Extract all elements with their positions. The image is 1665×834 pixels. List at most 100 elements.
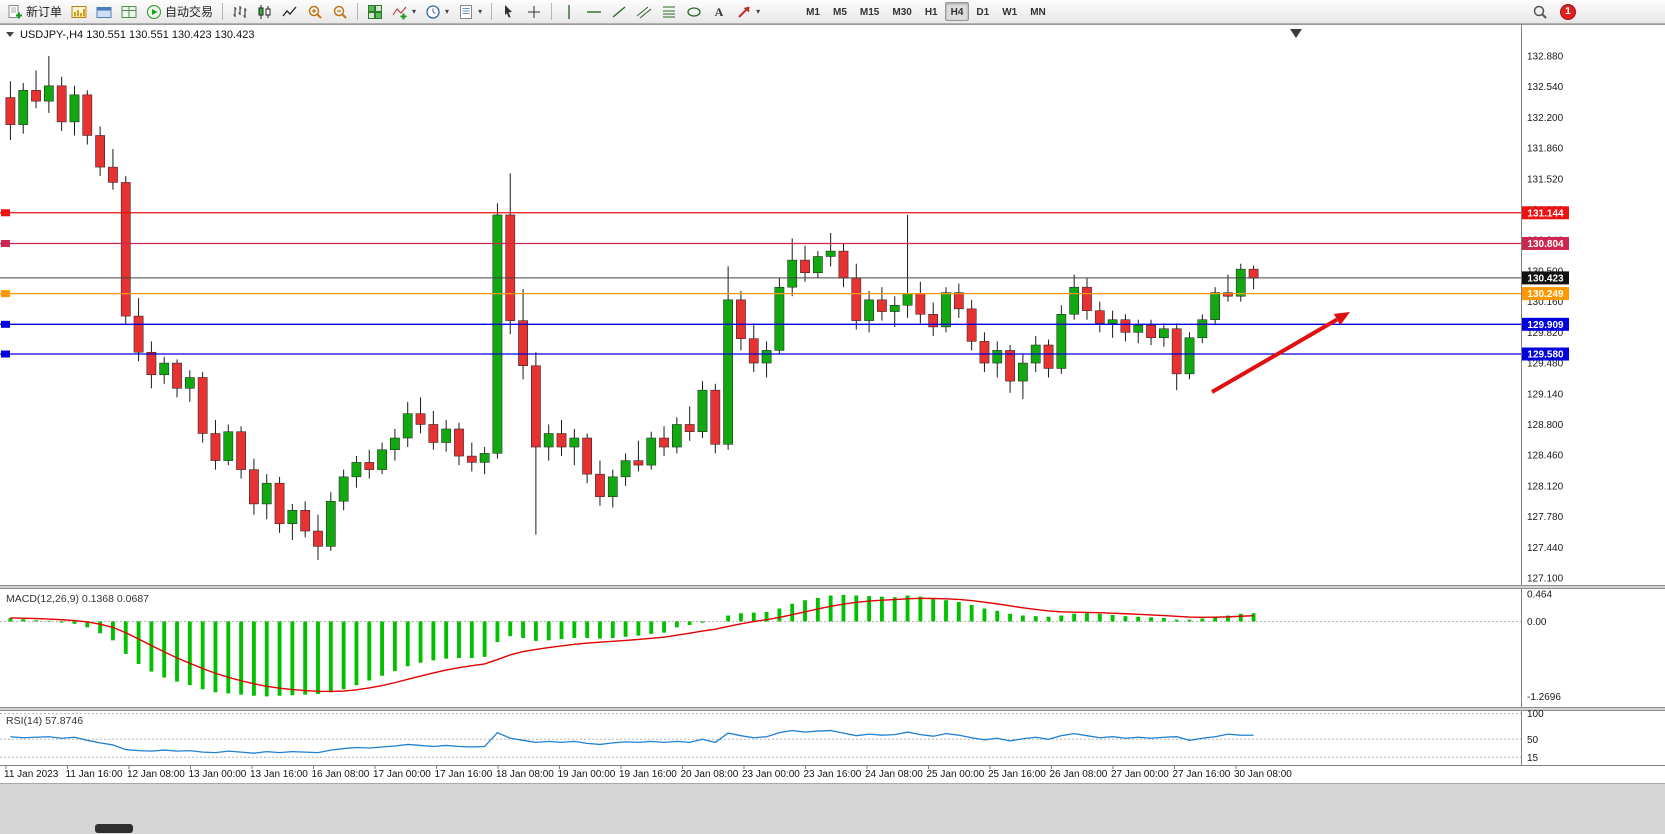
trendline-icon bbox=[612, 5, 626, 18]
svg-text:18 Jan 08:00: 18 Jan 08:00 bbox=[496, 769, 554, 780]
market-watch-button[interactable] bbox=[117, 1, 141, 22]
shapes-button[interactable] bbox=[682, 1, 706, 22]
macd-signal-line bbox=[10, 597, 1254, 693]
templates-button[interactable]: ▾ bbox=[454, 1, 486, 22]
timeframe-group: M1 M5 M15 M30 H1 H4 D1 W1 MN bbox=[800, 2, 1052, 21]
timeframe-mn-button[interactable]: MN bbox=[1030, 7, 1046, 18]
svg-text:MACD(12,26,9) 0.1368 0.0687: MACD(12,26,9) 0.1368 0.0687 bbox=[6, 593, 149, 605]
new-chart-button[interactable] bbox=[67, 1, 91, 22]
timeframe-m30-button[interactable]: M30 bbox=[892, 7, 912, 18]
macd-panel: MACD(12,26,9) 0.1368 0.0687 0.464 0.00 -1.2… bbox=[0, 590, 1561, 703]
svg-text:132.200: 132.200 bbox=[1527, 113, 1564, 124]
rsi-line bbox=[10, 729, 1254, 754]
fibonacci-button[interactable] bbox=[657, 1, 681, 22]
svg-text:129.909: 129.909 bbox=[1527, 320, 1564, 331]
svg-text:129.480: 129.480 bbox=[1527, 359, 1564, 370]
svg-text:24 Jan 08:00: 24 Jan 08:00 bbox=[865, 769, 923, 780]
chart-ohlc-header: USDJPY-,H4 130.551 130.551 130.423 130.4… bbox=[6, 29, 254, 41]
svg-text:26 Jan 08:00: 26 Jan 08:00 bbox=[1050, 769, 1108, 780]
periods-button[interactable]: ▾ bbox=[421, 1, 453, 22]
panel-separator[interactable] bbox=[0, 707, 1665, 711]
svg-text:13 Jan 00:00: 13 Jan 00:00 bbox=[189, 769, 247, 780]
zoom-in-icon bbox=[308, 5, 322, 19]
candlestick-chart-button[interactable] bbox=[253, 1, 277, 22]
toolbar-button-label: 新订单 bbox=[26, 5, 63, 19]
svg-text:23 Jan 00:00: 23 Jan 00:00 bbox=[742, 769, 800, 780]
chart-window: 132.880 132.540 132.200 131.860 131.520 131.1… bbox=[0, 24, 1665, 783]
svg-text:128.460: 128.460 bbox=[1527, 451, 1564, 462]
chevron-down-icon[interactable]: ▾ bbox=[412, 7, 417, 16]
chart-canvas[interactable]: 132.880 132.540 132.200 131.860 131.520 131.1… bbox=[0, 24, 1665, 783]
profiles-icon bbox=[96, 6, 112, 18]
line-chart-button[interactable] bbox=[278, 1, 302, 22]
svg-text:A: A bbox=[715, 5, 724, 19]
window-bottom-bar bbox=[0, 783, 1665, 834]
zoom-out-button[interactable] bbox=[328, 1, 352, 22]
periods-icon bbox=[426, 4, 440, 19]
svg-text:128.800: 128.800 bbox=[1527, 420, 1564, 431]
tile-windows-button[interactable] bbox=[363, 1, 387, 22]
timeframe-h1-button[interactable]: H1 bbox=[924, 7, 938, 18]
svg-text:129.820: 129.820 bbox=[1527, 328, 1564, 339]
svg-text:20 Jan 08:00: 20 Jan 08:00 bbox=[681, 769, 739, 780]
panel-separator[interactable] bbox=[0, 585, 1665, 589]
timeframe-h4-button[interactable]: H4 bbox=[944, 2, 970, 21]
new-order-icon bbox=[8, 4, 22, 18]
auto-trading-button[interactable]: 自动交易 bbox=[142, 1, 217, 22]
search-button[interactable] bbox=[1528, 1, 1552, 22]
horizontal-line-button[interactable] bbox=[582, 1, 606, 22]
svg-text:129.580: 129.580 bbox=[1527, 350, 1564, 361]
arrows-button[interactable]: ▾ bbox=[732, 1, 764, 22]
timeframe-m5-button[interactable]: M5 bbox=[833, 7, 847, 18]
chevron-down-icon[interactable]: ▾ bbox=[756, 7, 761, 16]
svg-text:131.144: 131.144 bbox=[1527, 208, 1564, 219]
chart-scrollbar-thumb[interactable] bbox=[95, 824, 133, 833]
channel-icon bbox=[636, 6, 652, 18]
channel-button[interactable] bbox=[632, 1, 656, 22]
toolbar: 新订单 自动交易 ▾ ▾ ▾ A ▾ M1 M5 M15 M30 H1 H4 D1 W1 MN 1 bbox=[0, 0, 1665, 24]
timeframe-m15-button[interactable]: M15 bbox=[859, 7, 880, 18]
chevron-down-icon[interactable]: ▾ bbox=[445, 7, 450, 16]
svg-text:132.540: 132.540 bbox=[1527, 82, 1564, 93]
svg-text:131.860: 131.860 bbox=[1527, 144, 1564, 155]
chart-shift-marker[interactable] bbox=[1290, 29, 1302, 38]
new-chart-icon bbox=[71, 5, 87, 18]
timeframe-d1-button[interactable]: D1 bbox=[976, 7, 990, 18]
timeframe-w1-button[interactable]: W1 bbox=[1002, 7, 1018, 18]
price-tag: 130.423 bbox=[1522, 271, 1569, 285]
indicators-button[interactable]: ▾ bbox=[388, 1, 420, 22]
bar-chart-icon bbox=[233, 5, 247, 18]
text-button[interactable]: A bbox=[707, 1, 731, 22]
chevron-down-icon[interactable]: ▾ bbox=[478, 7, 483, 16]
svg-text:130.160: 130.160 bbox=[1527, 297, 1564, 308]
svg-text:13 Jan 16:00: 13 Jan 16:00 bbox=[250, 769, 308, 780]
price-tag: 130.249 bbox=[1522, 287, 1569, 301]
svg-text:132.880: 132.880 bbox=[1527, 52, 1564, 63]
trendline-button[interactable] bbox=[607, 1, 631, 22]
trend-arrow[interactable] bbox=[1210, 317, 1339, 394]
notification-badge[interactable]: 1 bbox=[1560, 3, 1576, 20]
trend-arrow-head[interactable] bbox=[1333, 312, 1350, 326]
text-icon: A bbox=[715, 5, 724, 19]
profiles-button[interactable] bbox=[92, 1, 116, 22]
vertical-line-icon bbox=[568, 4, 570, 19]
svg-text:30 Jan 08:00: 30 Jan 08:00 bbox=[1234, 769, 1292, 780]
svg-text:100: 100 bbox=[1527, 709, 1544, 720]
zoom-in-button[interactable] bbox=[303, 1, 327, 22]
shapes-icon bbox=[687, 6, 701, 17]
horizontal-lines[interactable] bbox=[0, 209, 1521, 358]
timeframe-m1-button[interactable]: M1 bbox=[806, 7, 820, 18]
cursor-button[interactable] bbox=[497, 1, 521, 22]
chart-menu-icon[interactable] bbox=[6, 32, 14, 37]
rsi-panel: RSI(14) 57.8746 100 50 15 bbox=[0, 709, 1544, 764]
new-order-button[interactable]: 新订单 bbox=[3, 1, 66, 22]
svg-text:130.423: 130.423 bbox=[1527, 273, 1564, 284]
svg-text:17 Jan 00:00: 17 Jan 00:00 bbox=[373, 769, 431, 780]
toolbar-right-group: 1 bbox=[1528, 1, 1576, 22]
vertical-line-button[interactable] bbox=[557, 1, 581, 22]
time-axis: 11 Jan 2023 11 Jan 16:00 12 Jan 08:00 13 Ja… bbox=[0, 765, 1665, 780]
bar-chart-button[interactable] bbox=[228, 1, 252, 22]
price-tag: 130.804 bbox=[1522, 236, 1569, 250]
crosshair-button[interactable] bbox=[522, 1, 546, 22]
svg-text:19 Jan 00:00: 19 Jan 00:00 bbox=[558, 769, 616, 780]
